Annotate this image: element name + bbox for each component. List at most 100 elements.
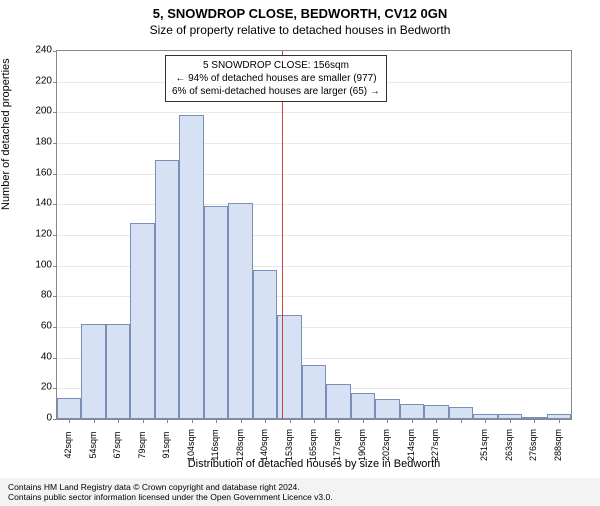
ytick-mark: [53, 204, 57, 205]
ytick-label: 180: [22, 137, 52, 148]
xtick-label: 214sqm: [406, 429, 416, 461]
histogram-bar: [400, 404, 424, 419]
ytick-label: 20: [22, 382, 52, 393]
histogram-bar: [130, 223, 154, 419]
footer-line-1: Contains HM Land Registry data © Crown c…: [8, 482, 592, 492]
gridline-h: [57, 112, 571, 113]
ytick-label: 60: [22, 321, 52, 332]
gridline-h: [57, 174, 571, 175]
xtick-mark: [167, 419, 168, 423]
histogram-bar: [204, 206, 228, 419]
xtick-label: 116sqm: [210, 429, 220, 460]
histogram-bar: [424, 405, 448, 419]
xtick-mark: [412, 419, 413, 423]
histogram-bar: [106, 324, 130, 419]
annotation-line-2: ← 94% of detached houses are smaller (97…: [172, 72, 380, 85]
x-axis-label: Distribution of detached houses by size …: [56, 458, 572, 470]
ytick-mark: [53, 112, 57, 113]
xtick-label: 276sqm: [528, 429, 538, 461]
xtick-label: 227sqm: [430, 429, 440, 461]
ytick-mark: [53, 388, 57, 389]
ytick-mark: [53, 82, 57, 83]
xtick-label: 202sqm: [381, 429, 391, 461]
plot-area: 5 SNOWDROP CLOSE: 156sqm← 94% of detache…: [56, 50, 572, 420]
xtick-mark: [290, 419, 291, 423]
xtick-mark: [559, 419, 560, 423]
xtick-label: 104sqm: [186, 429, 196, 461]
footer-line-2: Contains public sector information licen…: [8, 492, 592, 502]
xtick-label: 54sqm: [88, 431, 98, 458]
ytick-label: 40: [22, 351, 52, 362]
chart-container: 5, SNOWDROP CLOSE, BEDWORTH, CV12 0GN Si…: [0, 0, 600, 500]
xtick-mark: [314, 419, 315, 423]
xtick-mark: [461, 419, 462, 423]
xtick-label: 140sqm: [259, 429, 269, 461]
xtick-mark: [436, 419, 437, 423]
xtick-label: 288sqm: [553, 429, 563, 461]
xtick-label: 263sqm: [504, 429, 514, 461]
xtick-label: 190sqm: [357, 429, 367, 461]
xtick-label: 153sqm: [284, 429, 294, 461]
xtick-label: 251sqm: [479, 429, 489, 461]
ytick-mark: [53, 51, 57, 52]
xtick-label: 177sqm: [332, 429, 342, 461]
ytick-mark: [53, 327, 57, 328]
xtick-label: 128sqm: [235, 429, 245, 461]
xtick-label: 79sqm: [137, 431, 147, 458]
xtick-mark: [118, 419, 119, 423]
chart-subtitle: Size of property relative to detached ho…: [0, 21, 600, 37]
histogram-bar: [375, 399, 399, 419]
xtick-mark: [485, 419, 486, 423]
ytick-mark: [53, 358, 57, 359]
ytick-label: 220: [22, 75, 52, 86]
ytick-label: 240: [22, 45, 52, 56]
xtick-mark: [534, 419, 535, 423]
xtick-mark: [338, 419, 339, 423]
ytick-mark: [53, 419, 57, 420]
histogram-bar: [179, 115, 203, 419]
ytick-label: 120: [22, 229, 52, 240]
ytick-mark: [53, 266, 57, 267]
y-axis-label: Number of detached properties: [0, 58, 12, 210]
xtick-mark: [241, 419, 242, 423]
histogram-bar: [253, 270, 277, 419]
gridline-h: [57, 204, 571, 205]
histogram-bar: [351, 393, 375, 419]
xtick-mark: [69, 419, 70, 423]
ytick-label: 160: [22, 167, 52, 178]
histogram-bar: [228, 203, 252, 419]
ytick-label: 100: [22, 259, 52, 270]
ytick-label: 140: [22, 198, 52, 209]
attribution-footer: Contains HM Land Registry data © Crown c…: [0, 478, 600, 506]
ytick-label: 80: [22, 290, 52, 301]
xtick-mark: [510, 419, 511, 423]
xtick-mark: [94, 419, 95, 423]
chart-title: 5, SNOWDROP CLOSE, BEDWORTH, CV12 0GN: [0, 0, 600, 21]
gridline-h: [57, 143, 571, 144]
xtick-mark: [363, 419, 364, 423]
histogram-bar: [302, 365, 326, 419]
xtick-mark: [192, 419, 193, 423]
reference-line: [282, 51, 283, 419]
ytick-mark: [53, 296, 57, 297]
histogram-bar: [81, 324, 105, 419]
ytick-label: 0: [22, 413, 52, 424]
histogram-bar: [57, 398, 81, 419]
xtick-label: 91sqm: [161, 431, 171, 458]
ytick-label: 200: [22, 106, 52, 117]
xtick-label: 42sqm: [63, 431, 73, 458]
xtick-mark: [265, 419, 266, 423]
xtick-label: 165sqm: [308, 429, 318, 461]
xtick-mark: [216, 419, 217, 423]
xtick-label: 67sqm: [112, 431, 122, 458]
annotation-line-3: 6% of semi-detached houses are larger (6…: [172, 85, 380, 98]
annotation-box: 5 SNOWDROP CLOSE: 156sqm← 94% of detache…: [165, 55, 387, 102]
histogram-bar: [277, 315, 301, 419]
histogram-bar: [155, 160, 179, 419]
histogram-bar: [449, 407, 473, 419]
ytick-mark: [53, 143, 57, 144]
ytick-mark: [53, 235, 57, 236]
xtick-mark: [143, 419, 144, 423]
histogram-bar: [326, 384, 350, 419]
annotation-line-1: 5 SNOWDROP CLOSE: 156sqm: [172, 59, 380, 72]
